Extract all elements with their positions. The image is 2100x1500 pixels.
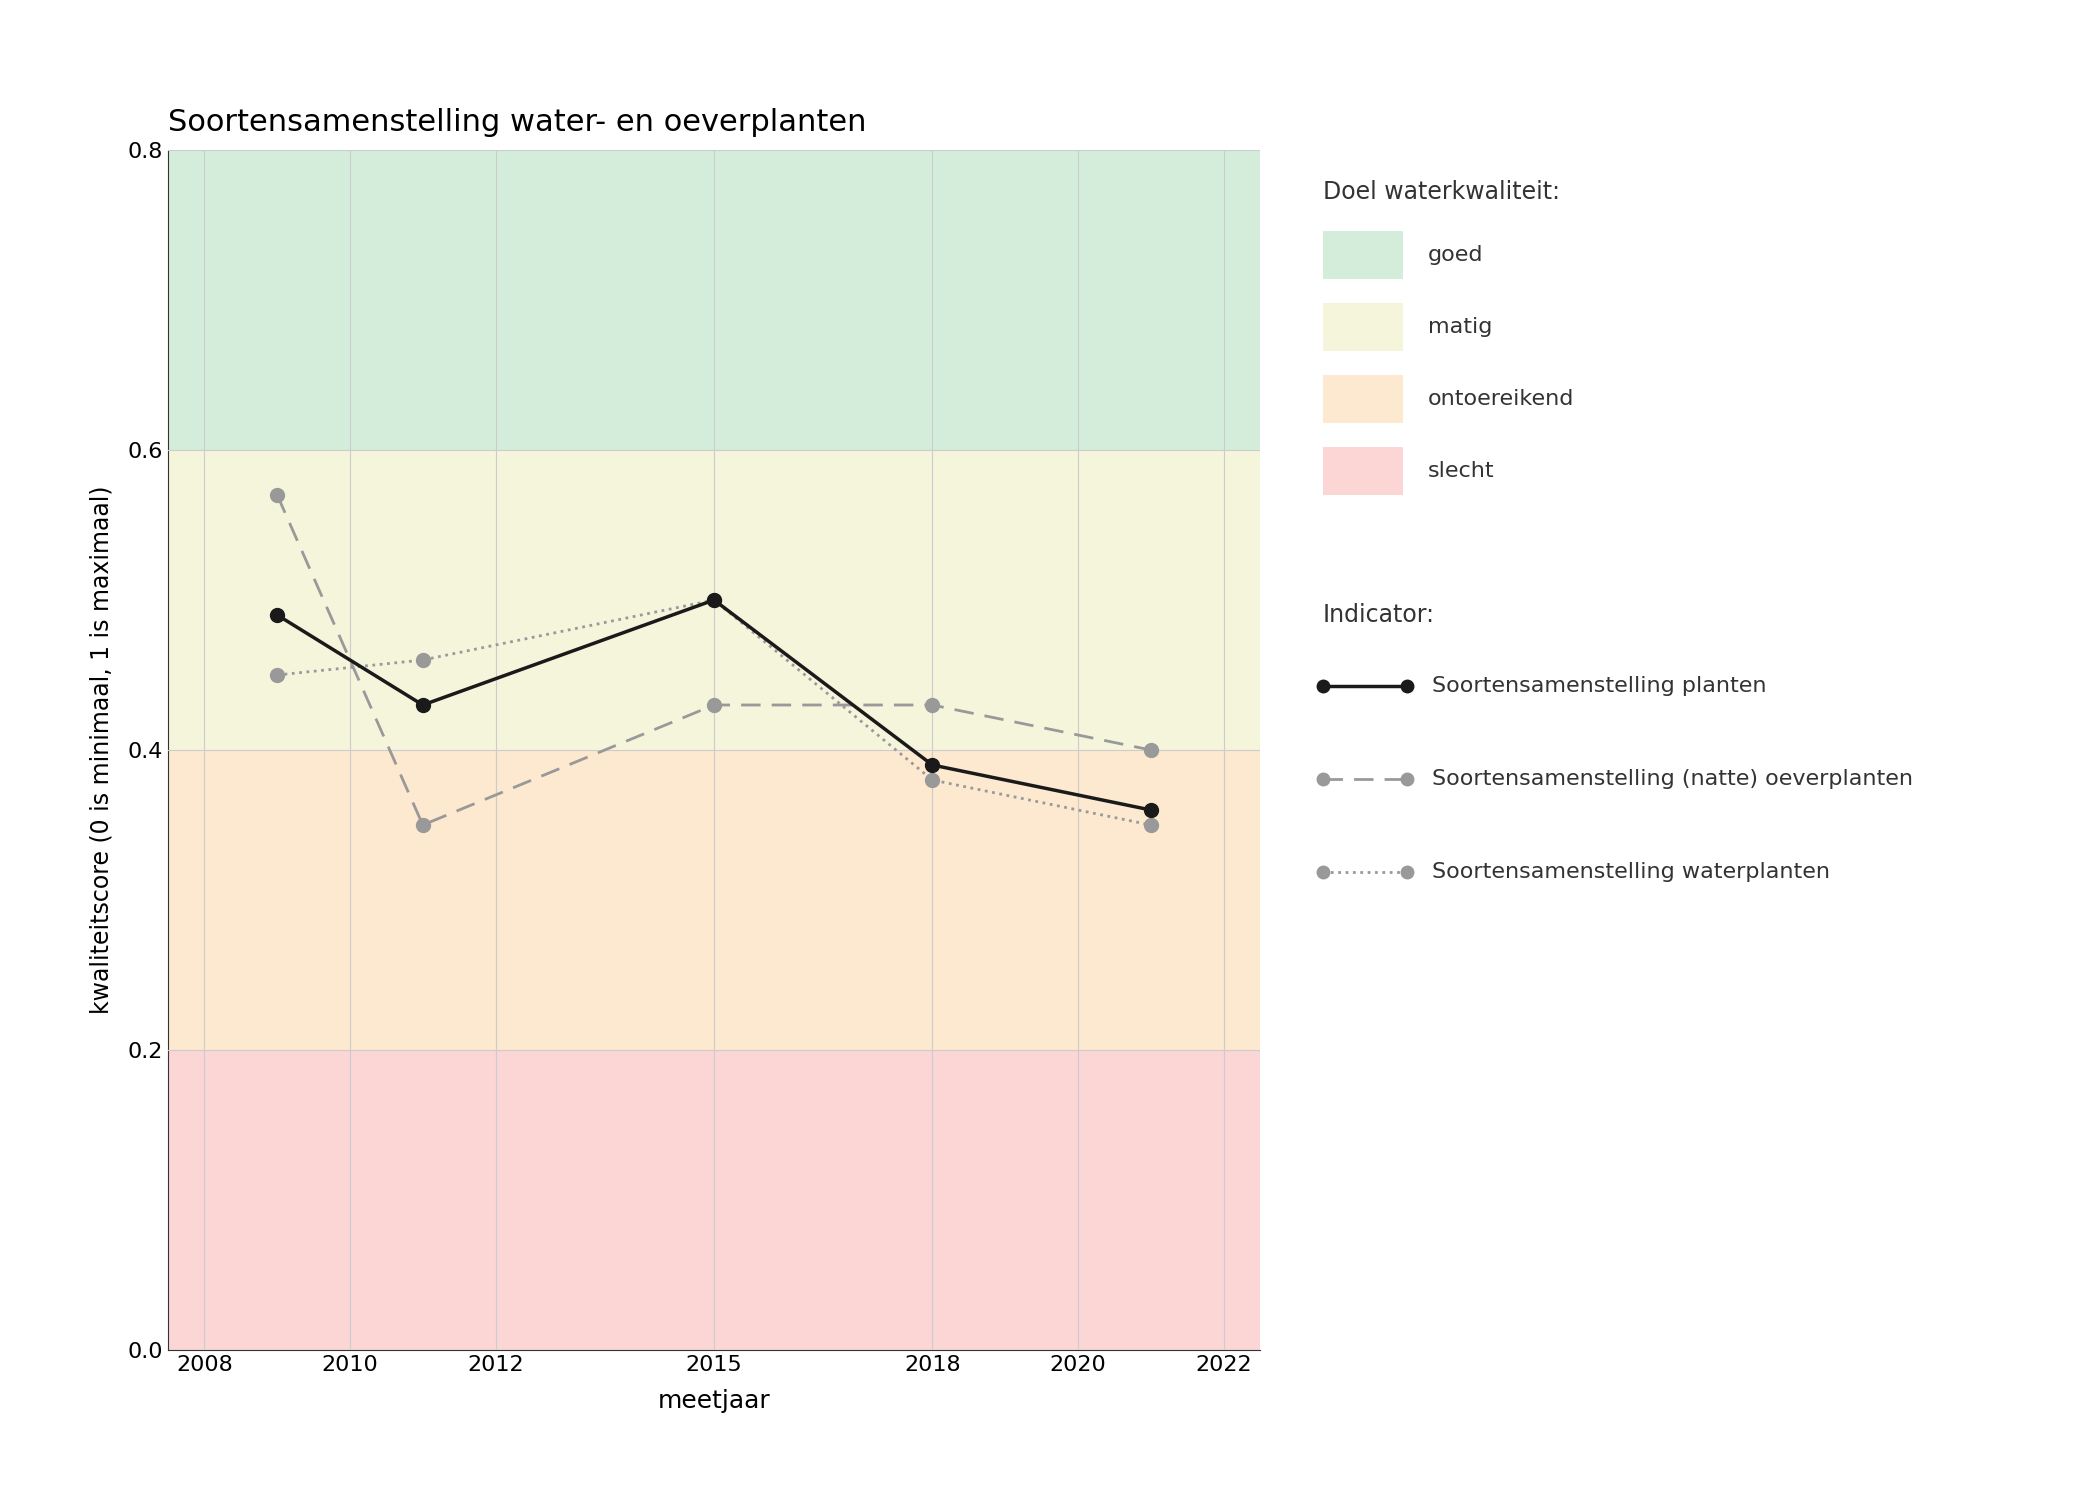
Text: Soortensamenstelling planten: Soortensamenstelling planten (1432, 675, 1766, 696)
Text: Indicator:: Indicator: (1323, 603, 1434, 627)
Y-axis label: kwaliteitscore (0 is minimaal, 1 is maximaal): kwaliteitscore (0 is minimaal, 1 is maxi… (90, 486, 113, 1014)
Text: slecht: slecht (1428, 460, 1495, 482)
Text: Soortensamenstelling (natte) oeverplanten: Soortensamenstelling (natte) oeverplante… (1432, 768, 1913, 789)
Bar (168, 450, 1260, 750)
Text: matig: matig (1428, 316, 1493, 338)
X-axis label: meetjaar: meetjaar (657, 1389, 771, 1413)
Text: goed: goed (1428, 244, 1483, 266)
Bar (168, 750, 1260, 1050)
Text: Soortensamenstelling waterplanten: Soortensamenstelling waterplanten (1432, 861, 1831, 882)
Text: Doel waterkwaliteit:: Doel waterkwaliteit: (1323, 180, 1560, 204)
Bar (168, 150, 1260, 450)
Text: Soortensamenstelling water- en oeverplanten: Soortensamenstelling water- en oeverplan… (168, 108, 867, 136)
Bar (168, 1050, 1260, 1350)
Text: ontoereikend: ontoereikend (1428, 388, 1575, 410)
